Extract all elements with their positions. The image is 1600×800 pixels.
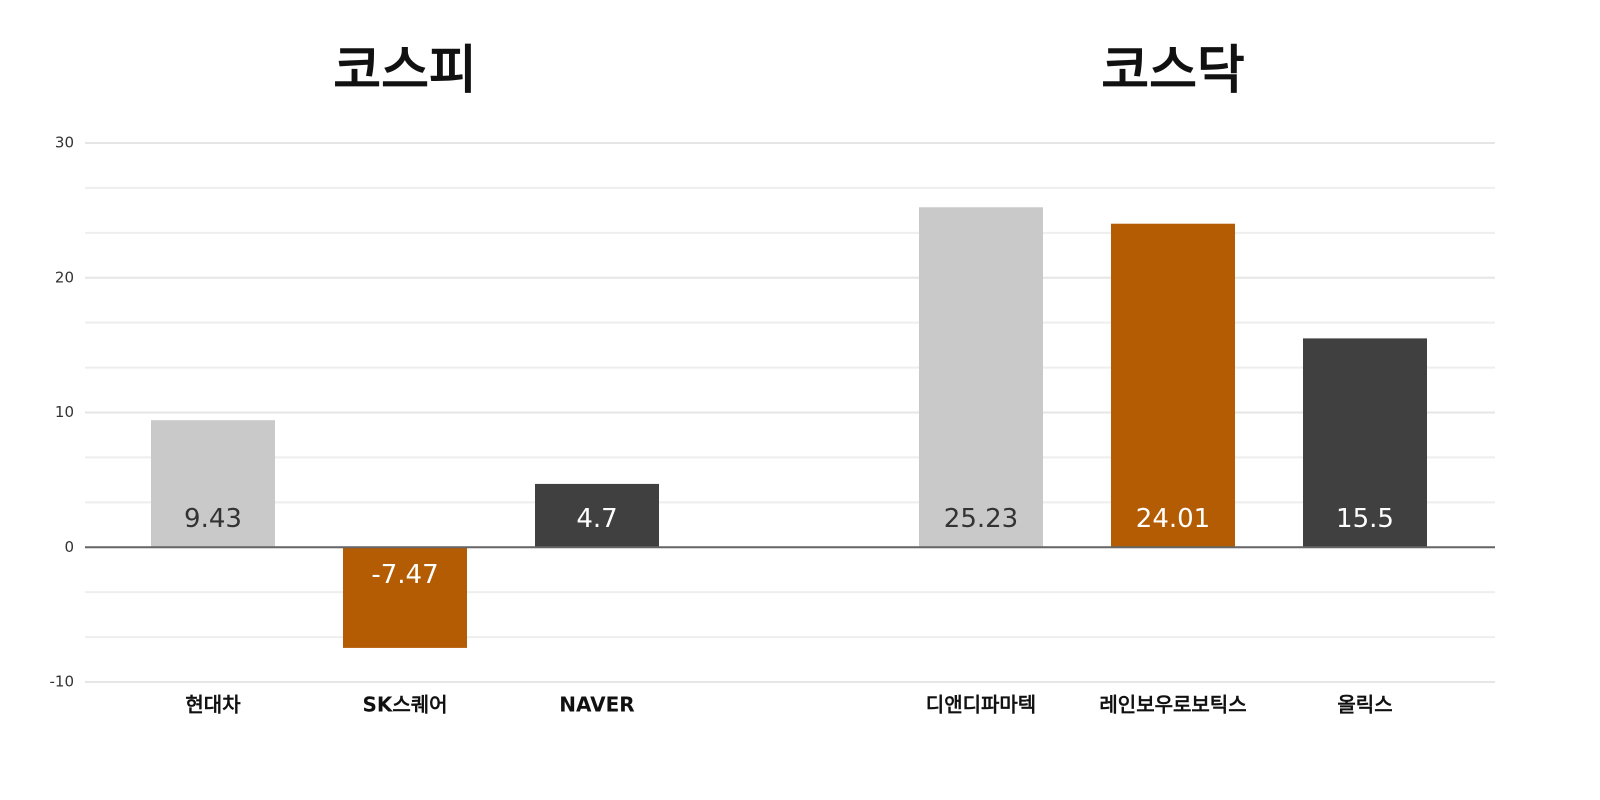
bar [1111,223,1235,548]
y-tick-label: -10 [50,673,75,691]
group-title: 코스닥 [1101,41,1245,101]
x-tick-label: 레인보우로보틱스 [1099,693,1246,717]
x-tick-label: NAVER [559,693,634,717]
x-tick-label: 디앤디파마텍 [926,693,1036,717]
group-title: 코스피 [333,41,477,101]
value-label: -7.47 [371,560,438,590]
bar [535,483,659,548]
x-tick-label: SK스퀘어 [362,693,447,717]
x-tick-label: 현대차 [185,693,241,717]
y-tick-label: 30 [55,134,74,152]
value-label: 9.43 [184,504,242,534]
value-label: 15.5 [1336,504,1394,534]
y-tick-label: 0 [64,538,74,556]
x-tick-label: 올릭스 [1337,693,1392,717]
y-tick-label: 20 [55,268,74,286]
value-label: 4.7 [576,504,617,534]
bar [1303,338,1427,548]
bar [343,547,467,648]
bar [919,207,1043,548]
y-tick-label: 10 [55,403,74,421]
bar [151,420,275,548]
value-label: 25.23 [944,504,1018,534]
value-label: 24.01 [1136,504,1210,534]
